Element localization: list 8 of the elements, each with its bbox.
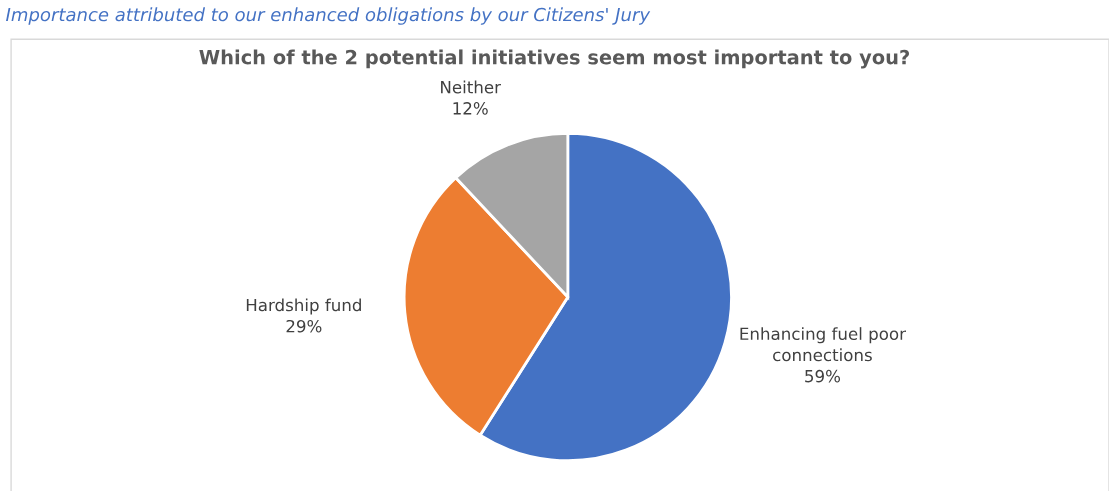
- data-label: 29%: [286, 319, 322, 333]
- slice-label: Hardship fund: [246, 298, 361, 315]
- text: Importance attributed to our enhanced obligations by our Citizens' Jury: [6, 7, 651, 25]
- chart-title: Which of the 2 potential initiatives seem most important to you?: [199, 49, 910, 69]
- slice-label: Enhancing fuel poor connections: [740, 327, 906, 362]
- slice-label: Neither: [441, 80, 501, 94]
- data-label: 59%: [805, 369, 841, 383]
- data-label: 12%: [453, 102, 488, 115]
